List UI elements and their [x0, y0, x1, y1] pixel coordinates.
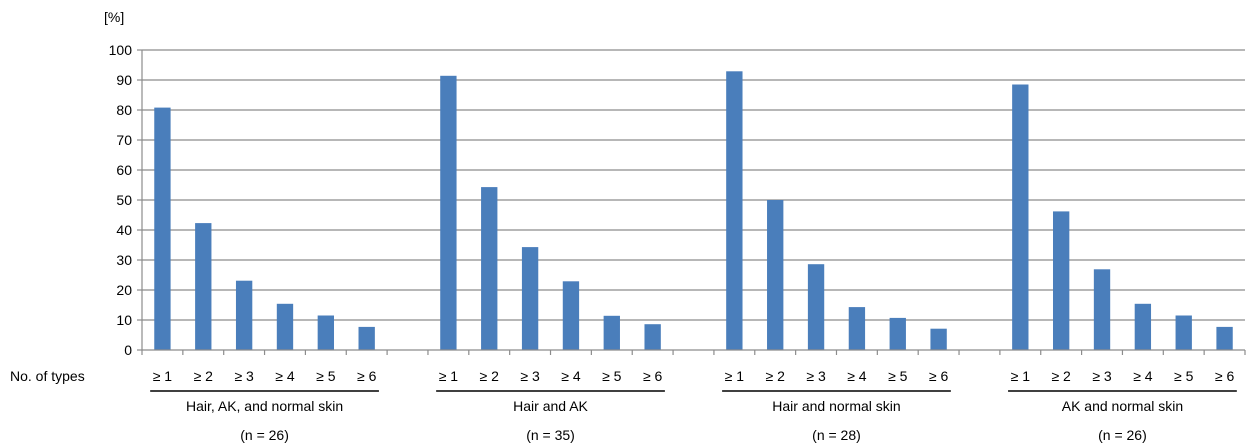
bar — [930, 328, 947, 350]
bar — [644, 324, 661, 350]
bars — [154, 71, 1233, 351]
category-label: ≥ 2 — [766, 368, 786, 384]
category-label: ≥ 3 — [806, 368, 826, 384]
bar — [889, 317, 906, 350]
labels: 0 10 20 30 40 50 60 70 80 90 100 ≥ 1 ≥ 2 ≥ 3 ≥ 4 ≥ 5 ≥ 6… — [109, 42, 1235, 443]
category-label: ≥ 1 — [439, 368, 459, 384]
y-tick-label: 10 — [116, 312, 132, 328]
category-label: ≥ 3 — [520, 368, 540, 384]
bar — [195, 223, 212, 350]
y-tick-label: 30 — [116, 252, 132, 268]
group-n-label: (n = 35) — [526, 427, 575, 443]
category-label: ≥ 1 — [725, 368, 745, 384]
category-label: ≥ 1 — [1011, 368, 1031, 384]
bar — [1134, 303, 1152, 350]
y-tick-label: 100 — [109, 42, 133, 58]
bar — [1216, 326, 1233, 350]
group-n-label: (n = 28) — [812, 427, 861, 443]
group-label: Hair and AK — [513, 398, 588, 414]
bar — [767, 200, 784, 350]
category-label: ≥ 6 — [929, 368, 949, 384]
bar — [154, 107, 171, 350]
y-axis-unit-label: [%] — [104, 9, 124, 25]
bar — [848, 307, 866, 350]
y-tick-label: 0 — [124, 342, 132, 358]
group-n-label: (n = 26) — [240, 427, 289, 443]
category-label: ≥ 1 — [153, 368, 173, 384]
category-label: ≥ 5 — [1174, 368, 1194, 384]
gridlines — [142, 49, 1245, 321]
bar — [562, 281, 580, 350]
bar — [440, 75, 457, 351]
bar — [807, 264, 825, 350]
y-tick-label: 80 — [116, 102, 132, 118]
y-tick-label: 60 — [116, 162, 132, 178]
category-label: ≥ 6 — [643, 368, 663, 384]
bar — [358, 326, 375, 350]
group-label: Hair and normal skin — [772, 398, 900, 414]
bar — [1052, 211, 1070, 350]
bar — [276, 303, 294, 350]
category-label: ≥ 3 — [234, 368, 254, 384]
y-tick-label: 50 — [116, 192, 132, 208]
category-label: ≥ 2 — [1051, 368, 1071, 384]
category-label: ≥ 6 — [1215, 368, 1235, 384]
y-tick-label: 20 — [116, 282, 132, 298]
bar — [1175, 315, 1192, 350]
y-tick-label: 70 — [116, 132, 132, 148]
category-label: ≥ 5 — [602, 368, 622, 384]
y-tick-label: 90 — [116, 72, 132, 88]
y-tick-label: 40 — [116, 222, 132, 238]
category-label: ≥ 4 — [275, 368, 295, 384]
group-label: Hair, AK, and normal skin — [186, 398, 343, 414]
bar — [235, 280, 253, 350]
group-label: AK and normal skin — [1062, 398, 1183, 414]
bar — [481, 187, 498, 350]
category-label: ≥ 4 — [847, 368, 867, 384]
bar — [1012, 84, 1029, 350]
category-label: ≥ 5 — [316, 368, 336, 384]
row-label: No. of types — [10, 368, 85, 384]
bar — [521, 247, 539, 350]
axes — [137, 49, 1246, 392]
bar — [726, 71, 743, 351]
category-label: ≥ 3 — [1092, 368, 1112, 384]
bar — [317, 315, 335, 350]
category-label: ≥ 6 — [357, 368, 377, 384]
category-label: ≥ 5 — [888, 368, 908, 384]
group-n-label: (n = 26) — [1098, 427, 1147, 443]
category-label: ≥ 4 — [561, 368, 581, 384]
category-label: ≥ 2 — [194, 368, 214, 384]
bar — [1093, 269, 1111, 350]
category-label: ≥ 4 — [1133, 368, 1153, 384]
bar — [603, 315, 620, 350]
category-label: ≥ 2 — [480, 368, 500, 384]
